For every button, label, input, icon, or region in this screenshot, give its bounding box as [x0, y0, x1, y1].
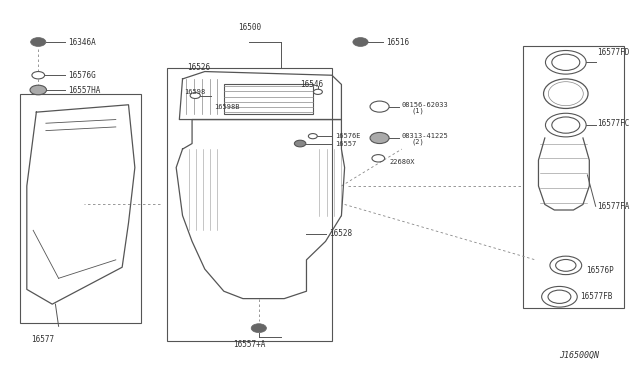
Circle shape: [30, 85, 47, 95]
Bar: [20, 94, 141, 323]
Text: 08313-41225: 08313-41225: [402, 133, 449, 139]
Text: 16577FD: 16577FD: [598, 48, 630, 57]
Text: 16557: 16557: [335, 141, 356, 147]
Circle shape: [190, 93, 200, 99]
Text: 16577: 16577: [31, 335, 54, 344]
Circle shape: [372, 155, 385, 162]
Text: 16546: 16546: [300, 80, 323, 89]
Text: 16557+A: 16557+A: [233, 340, 266, 349]
Text: 16598B: 16598B: [214, 104, 240, 110]
Text: (2): (2): [412, 138, 424, 145]
Bar: [523, 46, 624, 308]
Text: J16500QN: J16500QN: [559, 350, 599, 359]
Circle shape: [308, 134, 317, 139]
Circle shape: [545, 51, 586, 74]
Text: 16557HA: 16557HA: [68, 86, 100, 94]
Circle shape: [353, 38, 368, 46]
Text: 16576P: 16576P: [586, 266, 614, 275]
Circle shape: [370, 101, 389, 112]
Circle shape: [556, 260, 576, 271]
Text: (1): (1): [412, 107, 424, 113]
Text: 16516: 16516: [386, 38, 409, 46]
Text: 16500: 16500: [237, 23, 261, 32]
Circle shape: [548, 290, 571, 304]
Bar: [166, 68, 332, 341]
Circle shape: [550, 256, 582, 275]
Text: 16577FA: 16577FA: [598, 202, 630, 211]
Circle shape: [545, 113, 586, 137]
Text: 16598: 16598: [184, 89, 206, 95]
Circle shape: [31, 38, 46, 46]
Text: 16528: 16528: [329, 230, 352, 238]
Text: 16526: 16526: [187, 63, 210, 72]
Circle shape: [552, 54, 580, 70]
Text: 16577FB: 16577FB: [580, 292, 612, 301]
Text: 16576E: 16576E: [335, 133, 360, 139]
Text: 08156-62033: 08156-62033: [402, 102, 449, 108]
Text: 16577FC: 16577FC: [598, 119, 630, 128]
Text: 16576G: 16576G: [68, 71, 96, 80]
Circle shape: [552, 117, 580, 133]
Circle shape: [32, 71, 45, 79]
Bar: [224, 84, 313, 114]
Circle shape: [314, 89, 323, 94]
Circle shape: [251, 324, 266, 333]
Circle shape: [541, 286, 577, 307]
Text: 16346A: 16346A: [68, 38, 96, 46]
Circle shape: [370, 132, 389, 144]
Text: 22680X: 22680X: [389, 159, 415, 165]
Circle shape: [294, 140, 306, 147]
